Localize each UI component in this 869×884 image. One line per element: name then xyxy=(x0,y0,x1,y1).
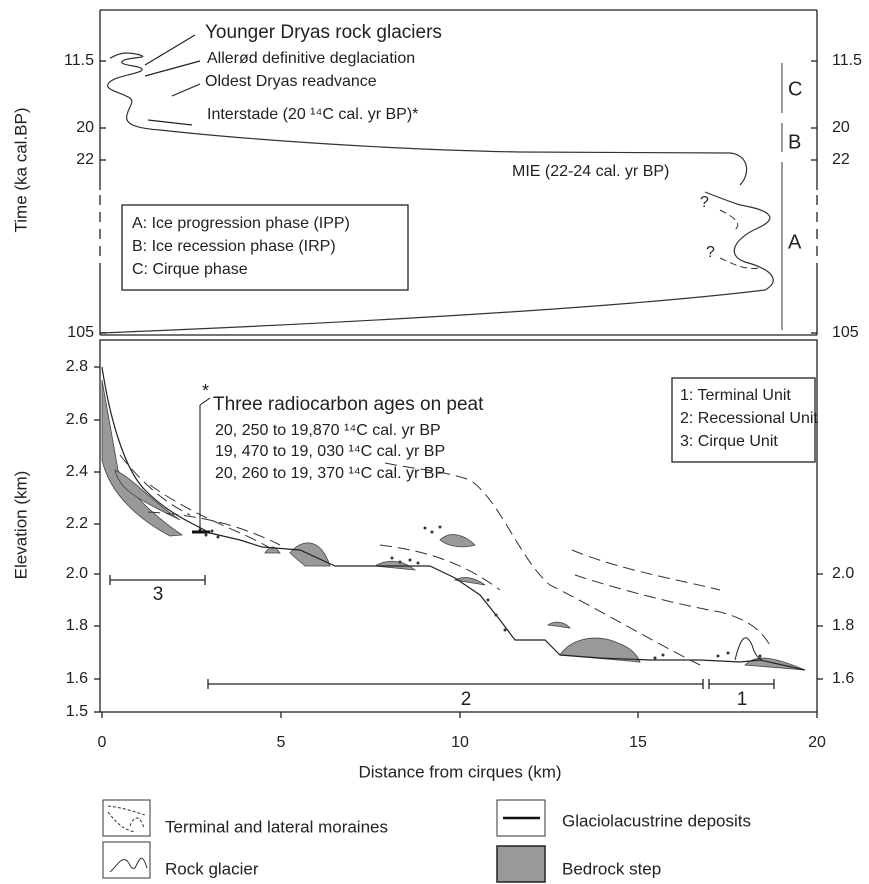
y-tick-label: 2.6 xyxy=(66,411,88,428)
legend-entry: Glaciolacustrine deposits xyxy=(562,811,751,830)
y-tick-label: 1.5 xyxy=(66,703,88,720)
y-tick-label: 2.8 xyxy=(66,358,88,375)
y-tick-label: 20 xyxy=(76,119,94,136)
y-tick-label: 11.5 xyxy=(832,52,862,69)
y-tick-label: 1.8 xyxy=(66,617,88,634)
y-tick-label: 2.0 xyxy=(832,565,854,582)
ground-profile xyxy=(101,366,806,671)
legend-entry: A: Ice progression phase (IPP) xyxy=(132,215,350,232)
dashed-former-profiles xyxy=(119,454,771,666)
annotation: Oldest Dryas readvance xyxy=(205,73,377,90)
note-line: 19, 470 to 19, 030 ¹⁴C cal. yr BP xyxy=(215,443,445,460)
leader-lines xyxy=(144,34,201,126)
x-tick-label: 0 xyxy=(98,734,107,751)
y-tick-label: 1.6 xyxy=(66,670,88,687)
note-line: 20, 260 to 19, 370 ¹⁴C cal. yr BP xyxy=(215,465,445,482)
annotation: Younger Dryas rock glaciers xyxy=(205,22,442,43)
legend-entry: Bedrock step xyxy=(562,859,661,878)
legend-entry: B: Ice recession phase (IRP) xyxy=(132,238,336,255)
legend-entry: 2: Recessional Unit xyxy=(680,410,818,427)
legend-entry: Rock glacier xyxy=(165,859,259,878)
x-tick-label: 10 xyxy=(451,734,469,751)
note-marker: * xyxy=(202,381,209,401)
question-mark: ? xyxy=(706,244,715,261)
y-tick-label: 20 xyxy=(832,119,850,136)
bedrock-steps xyxy=(101,379,806,671)
dashed-extent xyxy=(719,209,761,269)
legend-entry: C: Cirque phase xyxy=(132,261,248,278)
x-tick-label: 20 xyxy=(808,734,826,751)
x-tick-label: 5 xyxy=(277,734,286,751)
phase-letter: C xyxy=(788,78,802,100)
top-frame xyxy=(99,9,818,336)
legend-entry: 3: Cirque Unit xyxy=(680,433,778,450)
y-tick-label: 105 xyxy=(832,324,859,341)
y-tick-label: 11.5 xyxy=(64,52,94,69)
bottom-x-label: Distance from cirques (km) xyxy=(358,762,561,781)
legend-entry: 1: Terminal Unit xyxy=(680,387,791,404)
legend-icons xyxy=(102,799,546,883)
y-tick-label: 22 xyxy=(832,151,850,168)
y-tick-label: 2.0 xyxy=(66,565,88,582)
note-title: Three radiocarbon ages on peat xyxy=(213,394,484,415)
question-mark: ? xyxy=(700,194,709,211)
x-tick-label: 15 xyxy=(629,734,647,751)
rock-glacier xyxy=(734,637,763,661)
phase-letter: B xyxy=(788,131,801,153)
legend-entry: Terminal and lateral moraines xyxy=(165,817,388,836)
bottom-y-label: Elevation (km) xyxy=(11,471,30,580)
top-y-label: Time (ka cal.BP) xyxy=(11,107,30,232)
peat-leader-top xyxy=(199,397,211,406)
unit-label: 3 xyxy=(153,584,164,605)
unit-bars xyxy=(109,575,775,689)
top-legend-box xyxy=(121,204,409,291)
y-tick-label: 1.6 xyxy=(832,670,854,687)
annotation: MIE (22-24 cal. yr BP) xyxy=(512,163,669,180)
glacier-extent-curve xyxy=(99,52,774,334)
y-tick-label: 105 xyxy=(67,324,94,341)
annotation: Allerød definitive deglaciation xyxy=(207,50,415,67)
bottom-legend-box xyxy=(671,377,816,463)
unit-label: 1 xyxy=(737,689,748,710)
moraines xyxy=(198,525,762,660)
y-tick-label: 1.8 xyxy=(832,617,854,634)
annotation: Interstade (20 ¹⁴C cal. yr BP)* xyxy=(207,106,418,123)
y-tick-label: 2.4 xyxy=(66,463,88,480)
y-tick-label: 2.2 xyxy=(66,515,88,532)
phase-letter: A xyxy=(788,231,802,253)
unit-label: 2 xyxy=(461,689,472,710)
note-line: 20, 250 to 19,870 ¹⁴C cal. yr BP xyxy=(215,422,441,439)
y-tick-label: 22 xyxy=(76,151,94,168)
bottom-frame xyxy=(99,339,818,713)
